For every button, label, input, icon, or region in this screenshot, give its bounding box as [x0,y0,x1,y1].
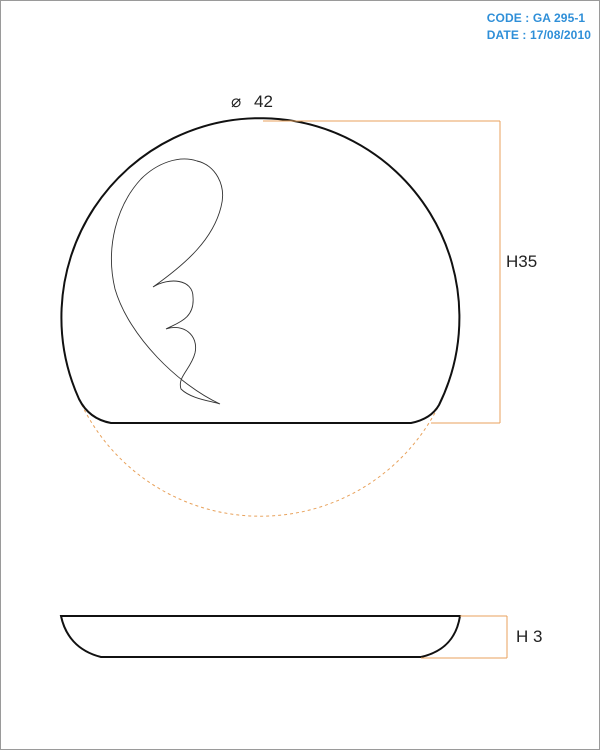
construction-circle-arc [78,398,440,517]
dish-top-view-outline [60,117,461,424]
dish-side-view-outline [59,615,462,658]
side-height-dim-label: H 3 [516,627,542,646]
diameter-value: 42 [254,92,273,111]
title-block: CODE : GA 295-1 DATE : 17/08/2010 [487,10,591,44]
date-value: 17/08/2010 [529,28,591,42]
height-dim-label: H35 [506,252,537,271]
leaf-motif-outline [111,158,223,405]
code-value: GA 295-1 [532,11,586,25]
date-line: DATE : 17/08/2010 [487,27,591,44]
diameter-symbol: ⌀ [231,92,241,111]
code-label: CODE : [486,11,530,25]
date-label: DATE : [486,28,527,42]
code-line: CODE : GA 295-1 [487,10,591,27]
